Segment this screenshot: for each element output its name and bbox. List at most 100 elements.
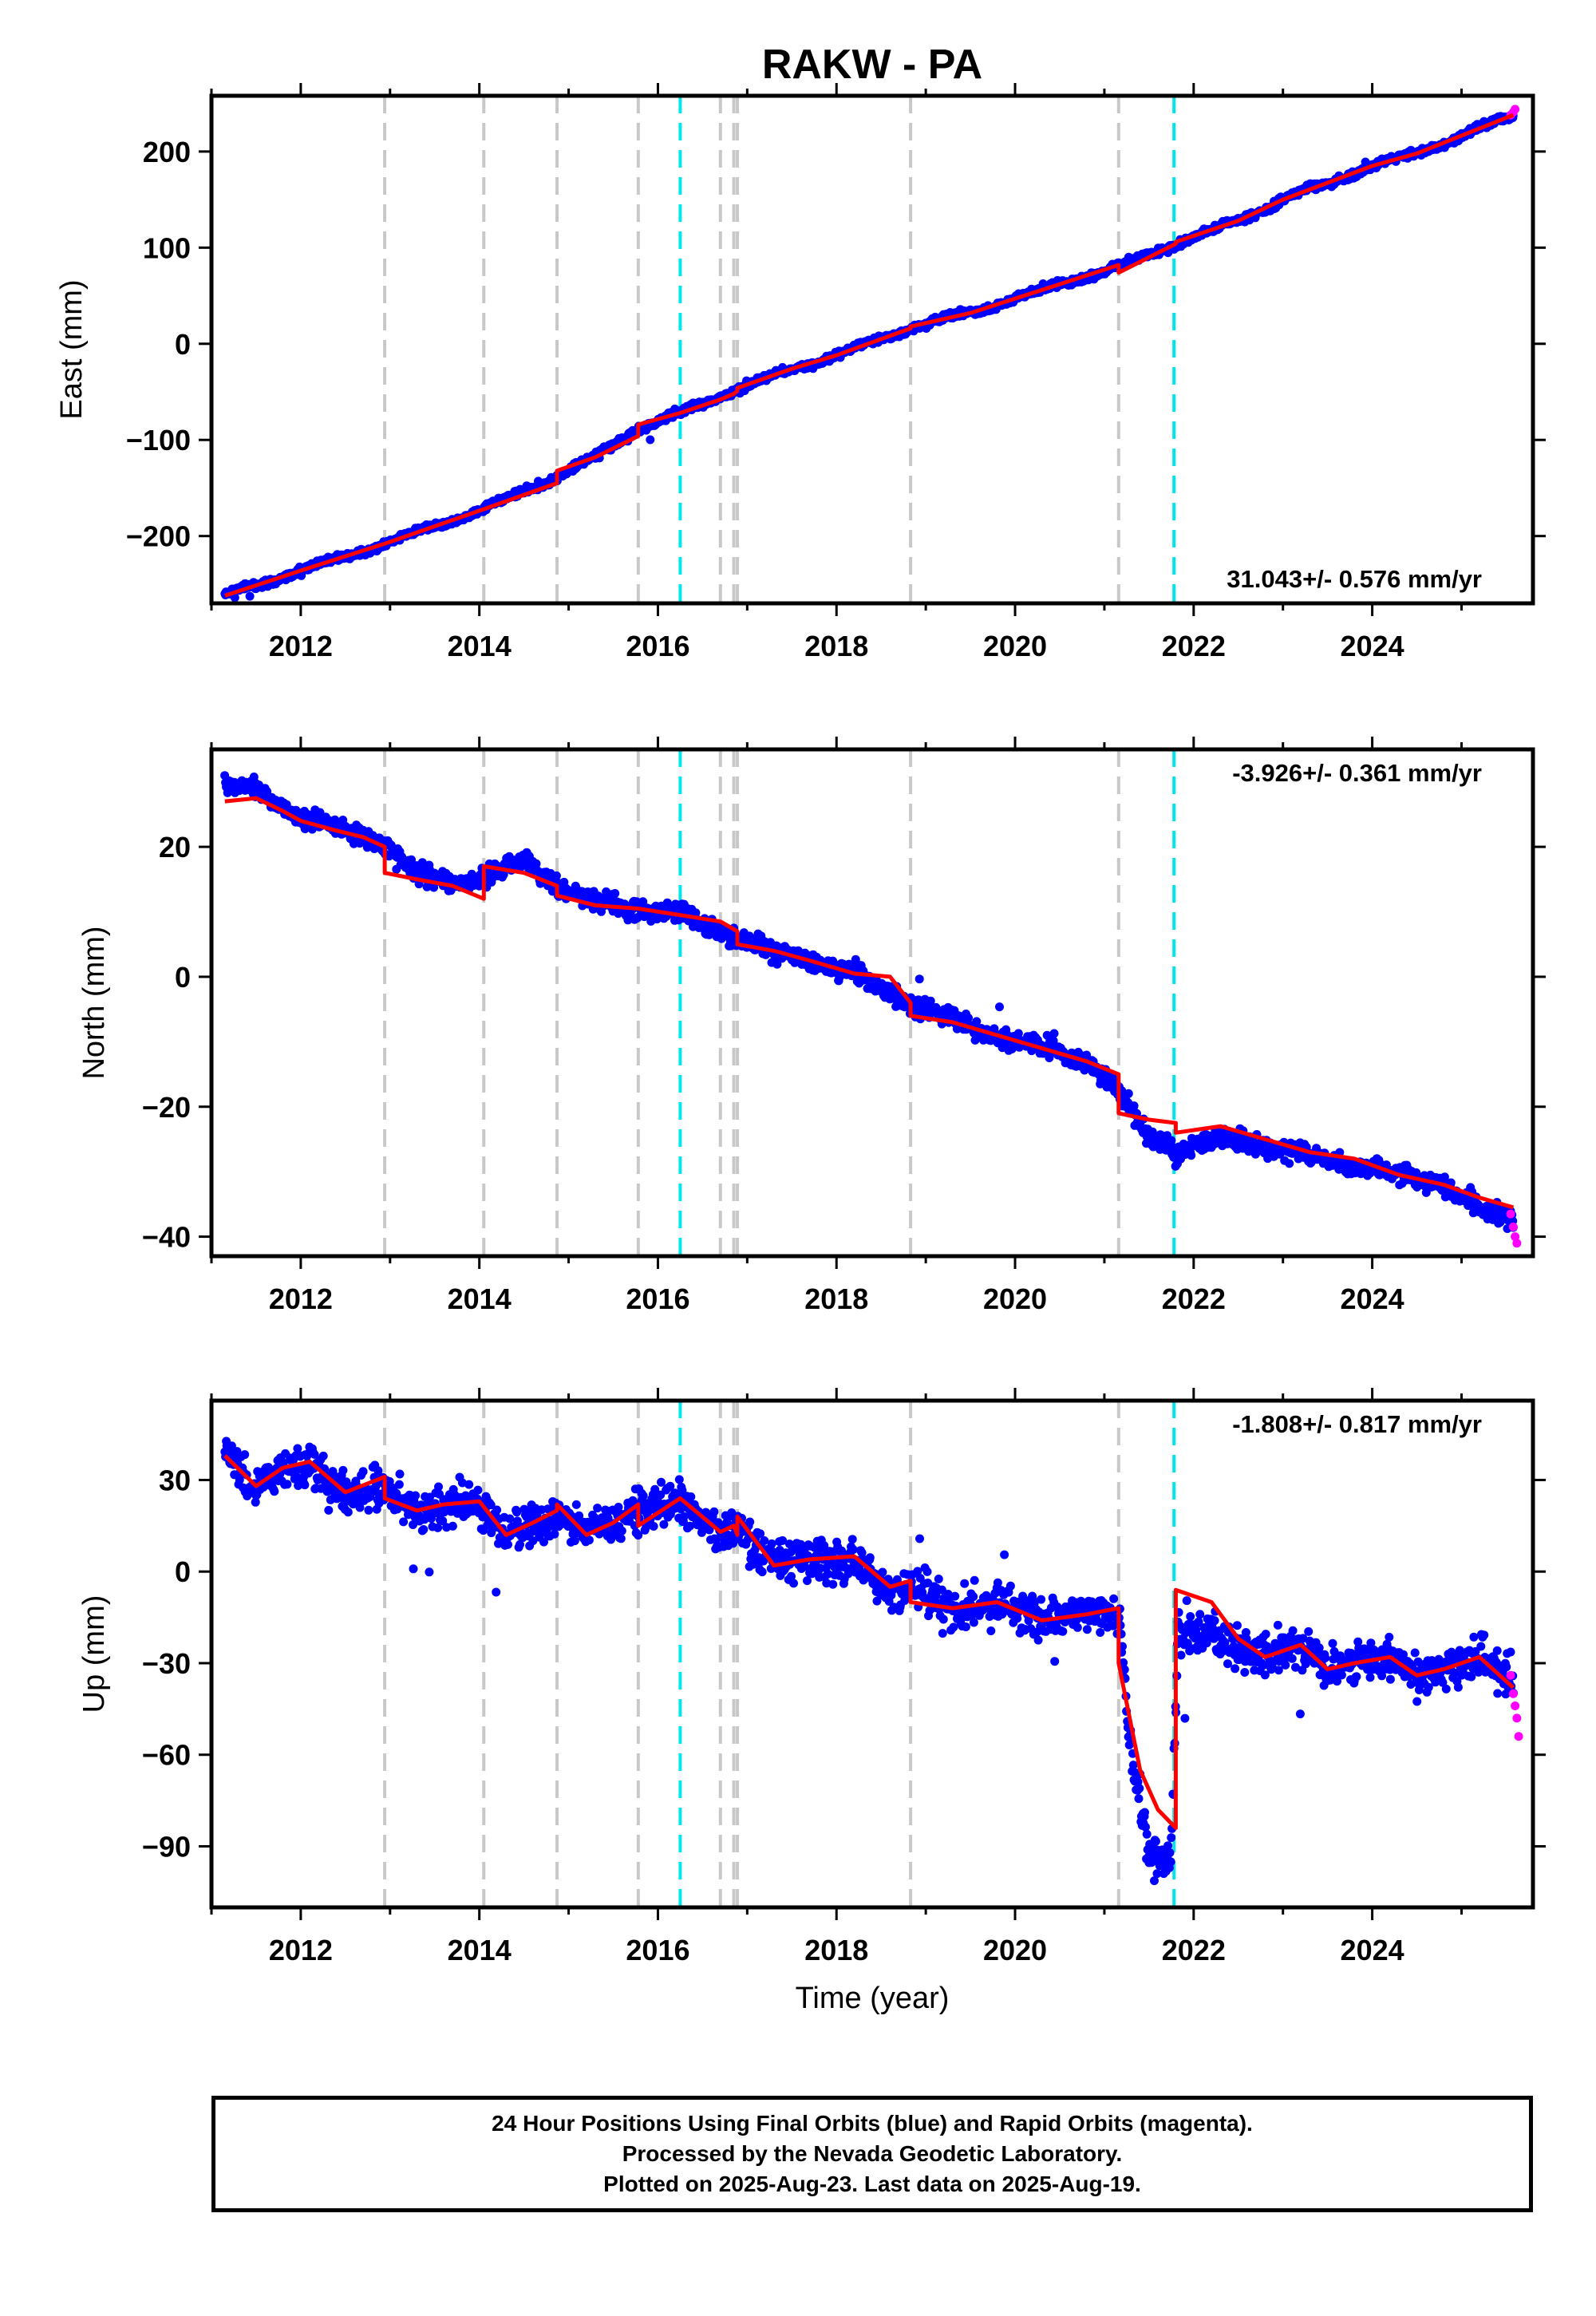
final-orbit-point: [1440, 1172, 1449, 1182]
final-orbit-point: [756, 1529, 765, 1539]
x-tick-label: 2018: [804, 1282, 868, 1315]
final-orbit-point: [245, 591, 255, 601]
final-orbit-point: [617, 1526, 626, 1535]
final-orbit-point: [531, 859, 541, 868]
final-orbit-point: [926, 996, 935, 1006]
final-orbit-point: [828, 1579, 838, 1589]
final-orbit-point: [570, 1536, 579, 1546]
final-orbit-point: [505, 1514, 515, 1524]
rapid-orbit-point: [1511, 105, 1520, 114]
chart-panel-up: 2012 2014 2016 2018 2020 2022 2024−90−60−30030…: [77, 1388, 1546, 2015]
final-orbit-point: [263, 1463, 273, 1472]
final-orbit-point: [399, 1517, 409, 1527]
x-tick-label: 2016: [626, 1282, 689, 1315]
final-orbit-point: [691, 908, 701, 918]
x-tick-label: 2020: [983, 1282, 1047, 1315]
final-orbit-point: [1045, 1053, 1054, 1062]
final-orbit-point: [492, 1505, 502, 1515]
final-orbit-point: [1049, 1036, 1058, 1045]
final-orbit-point: [824, 1569, 832, 1579]
plot-area-north: [220, 749, 1522, 1256]
plot-area-east: [220, 96, 1520, 603]
velocity-label: 31.043+/- 0.576 mm/yr: [1227, 565, 1482, 593]
rapid-orbit-point: [1506, 1209, 1515, 1219]
x-tick-label: 2020: [983, 630, 1047, 662]
final-orbit-point: [638, 897, 648, 907]
final-orbit-point: [338, 1465, 348, 1475]
x-tick-label: 2018: [804, 630, 868, 662]
final-orbit-point: [686, 1492, 696, 1501]
final-orbit-point: [457, 1478, 467, 1488]
final-orbit-point: [550, 1529, 559, 1539]
final-orbit-point: [628, 1496, 638, 1505]
final-orbit-point: [270, 1487, 279, 1496]
final-orbit-point: [638, 1491, 648, 1500]
final-orbit-point: [282, 1480, 292, 1489]
final-orbit-point: [251, 1497, 260, 1507]
y-tick-label: 20: [159, 831, 191, 864]
final-orbit-point: [539, 1537, 548, 1547]
final-orbit-point: [486, 1500, 496, 1510]
final-orbit-point: [847, 1535, 857, 1544]
final-orbit-point: [646, 435, 655, 445]
final-orbit-point: [438, 1516, 448, 1526]
final-orbit-point: [610, 889, 620, 898]
final-orbit-point: [1124, 1089, 1133, 1098]
final-orbit-point: [227, 1441, 236, 1451]
final-orbit-point: [679, 1512, 689, 1521]
final-orbit-point: [1013, 1029, 1023, 1038]
final-orbit-point: [767, 1539, 776, 1548]
final-orbit-point: [571, 1500, 581, 1509]
final-orbit-point: [1049, 1029, 1059, 1038]
final-orbit-point: [634, 1531, 643, 1540]
final-orbit-point: [642, 1522, 651, 1531]
final-orbit-point: [878, 1567, 887, 1577]
model-fit-line: [224, 113, 1515, 598]
chart-panel-north: 2012 2014 2016 2018 2020 2022 2024−40−20020Nor…: [77, 737, 1546, 1315]
final-orbit-point: [419, 1525, 429, 1534]
final-orbit-point: [504, 1539, 512, 1549]
final-orbit-point: [848, 1545, 858, 1555]
final-orbit-point: [657, 1477, 666, 1487]
final-orbit-point: [310, 1449, 319, 1459]
final-orbit-point: [796, 1539, 806, 1549]
final-orbit-point: [803, 1576, 812, 1586]
final-orbit-point: [499, 870, 508, 879]
final-orbit-point: [915, 1534, 924, 1543]
x-tick-label: 2024: [1341, 1282, 1404, 1315]
final-orbit-point: [1187, 1151, 1196, 1160]
final-orbit-point: [584, 1535, 594, 1545]
final-orbit-point: [649, 1522, 658, 1531]
x-tick-label: 2022: [1162, 1282, 1226, 1315]
final-orbit-point: [995, 1002, 1004, 1012]
y-tick-label: 0: [175, 328, 191, 361]
final-orbit-point: [425, 1567, 434, 1577]
x-tick-label: 2024: [1341, 630, 1404, 662]
final-orbit-point: [240, 1450, 250, 1460]
final-orbit-point: [1148, 1127, 1157, 1136]
final-orbit-point: [1285, 1159, 1294, 1168]
final-orbit-point: [659, 1520, 669, 1529]
final-orbit-point: [300, 1480, 310, 1490]
final-orbit-point: [324, 1505, 334, 1515]
final-orbit-point: [745, 1517, 755, 1527]
final-orbit-point: [614, 1503, 623, 1512]
final-orbit-point: [358, 1467, 368, 1476]
y-tick-label: 100: [143, 231, 191, 264]
final-orbit-point: [434, 1482, 443, 1492]
x-tick-label: 2016: [626, 630, 689, 662]
plot-frame-north: [209, 747, 1535, 1259]
figure-title: RAKW - PA: [762, 41, 982, 88]
final-orbit-point: [492, 1587, 501, 1597]
final-orbit-point: [678, 1485, 687, 1495]
final-orbit-point: [709, 1507, 719, 1516]
final-orbit-point: [395, 1469, 405, 1479]
final-orbit-point: [422, 882, 432, 891]
final-orbit-point: [512, 1508, 522, 1517]
final-orbit-point: [411, 1491, 421, 1500]
chart-panel-east: 2012 2014 2016 2018 2020 2022 2024−200−1000100…: [55, 83, 1546, 662]
x-tick-label: 2014: [448, 1282, 512, 1315]
final-orbit-point: [230, 593, 239, 603]
final-orbit-point: [448, 1521, 457, 1531]
